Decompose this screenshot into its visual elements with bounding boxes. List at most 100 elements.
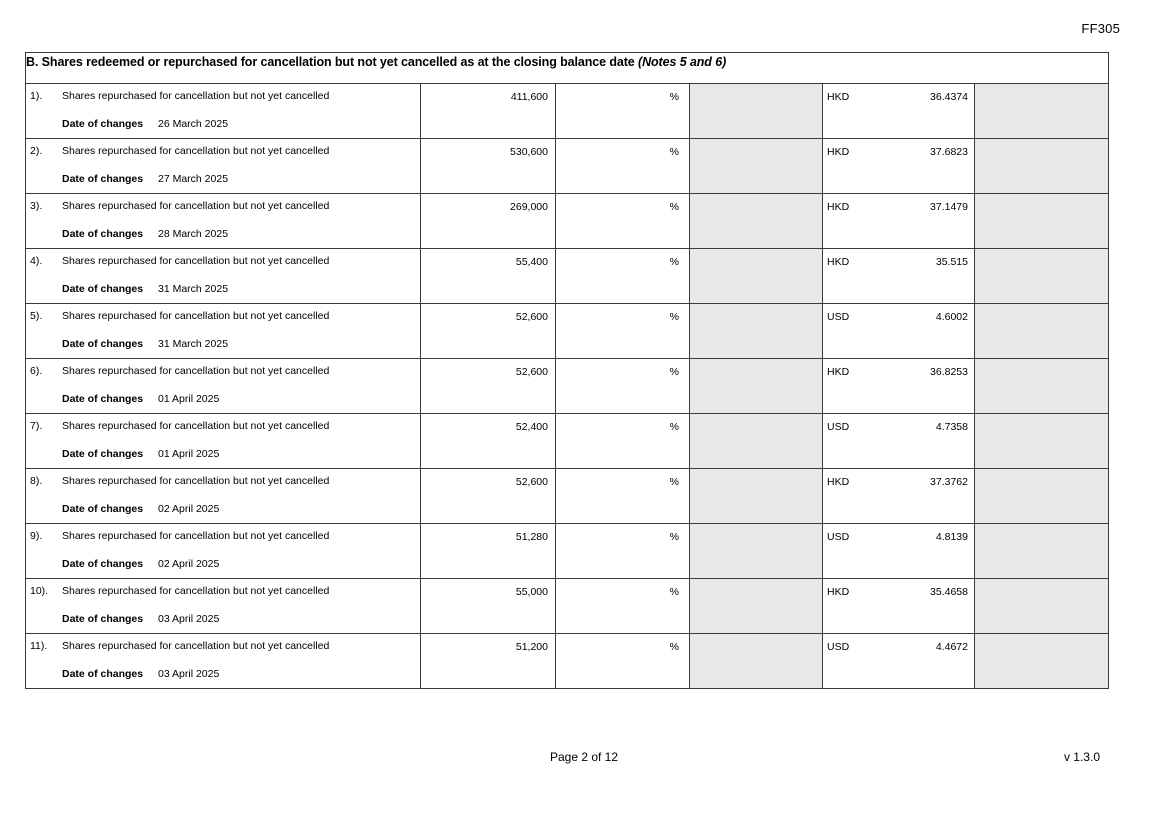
row-percent-cell[interactable]: %	[555, 633, 690, 689]
date-of-changes-value[interactable]: 01 April 2025	[158, 393, 220, 405]
row-currency-cell[interactable]: USD 4.4672	[822, 633, 975, 689]
row-description: 7). Shares repurchased for cancellation b…	[26, 414, 420, 468]
row-currency-cell[interactable]: HKD 36.4374	[822, 83, 975, 139]
date-of-changes-label: Date of changes	[62, 283, 144, 295]
row-currency-rate: HKD 36.8253	[823, 359, 974, 413]
row-currency-code: USD	[827, 311, 850, 323]
row-percent-cell[interactable]: %	[555, 358, 690, 414]
date-of-changes-value[interactable]: 28 March 2025	[158, 228, 229, 240]
row-description-text: Shares repurchased for cancellation but …	[62, 200, 330, 212]
row-index: 2).	[30, 145, 43, 157]
table-row: 1). Shares repurchased for cancellation b…	[25, 83, 1110, 139]
row-description-text: Shares repurchased for cancellation but …	[62, 475, 330, 487]
section-heading-cell: B. Shares redeemed or repurchased for ca…	[24, 52, 1110, 84]
section-heading-row: B. Shares redeemed or repurchased for ca…	[24, 52, 1110, 84]
row-disabled-cell-right	[973, 83, 1110, 139]
table-row: 8). Shares repurchased for cancellation b…	[25, 468, 1110, 524]
row-quantity-cell[interactable]: 51,280	[420, 523, 556, 579]
date-of-changes-label: Date of changes	[62, 613, 144, 625]
row-quantity-cell[interactable]: 52,400	[420, 413, 556, 469]
row-percent-cell[interactable]: %	[555, 468, 690, 524]
date-of-changes-value[interactable]: 31 March 2025	[158, 283, 229, 295]
row-percent-cell[interactable]: %	[555, 523, 690, 579]
row-currency-code: HKD	[827, 586, 850, 598]
row-quantity-cell[interactable]: 530,600	[420, 138, 556, 194]
table-row: 2). Shares repurchased for cancellation b…	[25, 138, 1110, 194]
row-description-text: Shares repurchased for cancellation but …	[62, 145, 330, 157]
row-description: 8). Shares repurchased for cancellation b…	[26, 469, 420, 523]
row-currency-rate: HKD 36.4374	[823, 84, 974, 138]
row-currency-code: USD	[827, 531, 850, 543]
row-currency-cell[interactable]: HKD 36.8253	[822, 358, 975, 414]
row-quantity-value: 51,280	[515, 531, 548, 543]
date-of-changes-value[interactable]: 02 April 2025	[158, 558, 220, 570]
row-percent-cell[interactable]: %	[555, 83, 690, 139]
date-of-changes-value[interactable]: 27 March 2025	[158, 173, 229, 185]
row-currency-cell[interactable]: USD 4.6002	[822, 303, 975, 359]
row-exchange-rate: 37.3762	[930, 476, 968, 488]
row-quantity-cell[interactable]: 55,400	[420, 248, 556, 304]
row-quantity-cell[interactable]: 52,600	[420, 358, 556, 414]
row-percent-value: %	[669, 641, 679, 653]
row-currency-cell[interactable]: HKD 37.3762	[822, 468, 975, 524]
row-percent-cell[interactable]: %	[555, 578, 690, 634]
row-exchange-rate: 4.8139	[935, 531, 968, 543]
row-description-cell: 7). Shares repurchased for cancellation b…	[25, 413, 421, 469]
row-disabled-cell-left	[689, 633, 823, 689]
row-exchange-rate: 35.4658	[930, 586, 968, 598]
row-currency-cell[interactable]: HKD 37.1479	[822, 193, 975, 249]
section-heading-main: B. Shares redeemed or repurchased for ca…	[26, 55, 635, 69]
row-currency-code: HKD	[827, 256, 850, 268]
page-footer: Page 2 of 12 v 1.3.0	[0, 750, 1168, 770]
row-description-cell: 11). Shares repurchased for cancellation …	[25, 633, 421, 689]
row-description-text: Shares repurchased for cancellation but …	[62, 640, 330, 652]
row-description-text: Shares repurchased for cancellation but …	[62, 255, 330, 267]
row-currency-rate: HKD 37.3762	[823, 469, 974, 523]
date-of-changes-value[interactable]: 02 April 2025	[158, 503, 220, 515]
row-description: 11). Shares repurchased for cancellation …	[26, 634, 420, 688]
row-quantity-cell[interactable]: 52,600	[420, 303, 556, 359]
row-description-text: Shares repurchased for cancellation but …	[62, 310, 330, 322]
row-quantity-cell[interactable]: 52,600	[420, 468, 556, 524]
row-percent-value: %	[669, 366, 679, 378]
row-description-text: Shares repurchased for cancellation but …	[62, 530, 330, 542]
row-currency-cell[interactable]: HKD 35.515	[822, 248, 975, 304]
row-quantity-cell[interactable]: 269,000	[420, 193, 556, 249]
section-heading-note: (Notes 5 and 6)	[638, 55, 727, 69]
row-currency-cell[interactable]: HKD 35.4658	[822, 578, 975, 634]
row-disabled-cell-left	[689, 578, 823, 634]
row-percent-cell[interactable]: %	[555, 138, 690, 194]
date-of-changes-value[interactable]: 01 April 2025	[158, 448, 220, 460]
row-percent-cell[interactable]: %	[555, 193, 690, 249]
row-exchange-rate: 4.4672	[935, 641, 968, 653]
row-index: 6).	[30, 365, 43, 377]
row-exchange-rate: 36.8253	[930, 366, 968, 378]
row-currency-cell[interactable]: HKD 37.6823	[822, 138, 975, 194]
row-currency-code: USD	[827, 641, 850, 653]
row-disabled-cell-right	[973, 138, 1110, 194]
table-row: 6). Shares repurchased for cancellation b…	[25, 358, 1110, 414]
row-percent-cell[interactable]: %	[555, 303, 690, 359]
date-of-changes-value[interactable]: 03 April 2025	[158, 668, 220, 680]
row-description: 2). Shares repurchased for cancellation b…	[26, 139, 420, 193]
row-description: 1). Shares repurchased for cancellation b…	[26, 84, 420, 138]
table-row: 7). Shares repurchased for cancellation b…	[25, 413, 1110, 469]
row-percent-cell[interactable]: %	[555, 413, 690, 469]
date-of-changes-value[interactable]: 26 March 2025	[158, 118, 229, 130]
row-index: 8).	[30, 475, 43, 487]
row-quantity-value: 269,000	[510, 201, 548, 213]
row-percent-value: %	[669, 421, 679, 433]
row-disabled-cell-left	[689, 248, 823, 304]
date-of-changes-value[interactable]: 03 April 2025	[158, 613, 220, 625]
row-index: 7).	[30, 420, 43, 432]
date-of-changes-value[interactable]: 31 March 2025	[158, 338, 229, 350]
row-percent-cell[interactable]: %	[555, 248, 690, 304]
row-description: 9). Shares repurchased for cancellation b…	[26, 524, 420, 578]
row-quantity-cell[interactable]: 55,000	[420, 578, 556, 634]
row-quantity-cell[interactable]: 51,200	[420, 633, 556, 689]
row-currency-cell[interactable]: USD 4.7358	[822, 413, 975, 469]
table-row: 3). Shares repurchased for cancellation b…	[25, 193, 1110, 249]
row-currency-cell[interactable]: USD 4.8139	[822, 523, 975, 579]
row-quantity-cell[interactable]: 411,600	[420, 83, 556, 139]
table-row: 5). Shares repurchased for cancellation b…	[25, 303, 1110, 359]
